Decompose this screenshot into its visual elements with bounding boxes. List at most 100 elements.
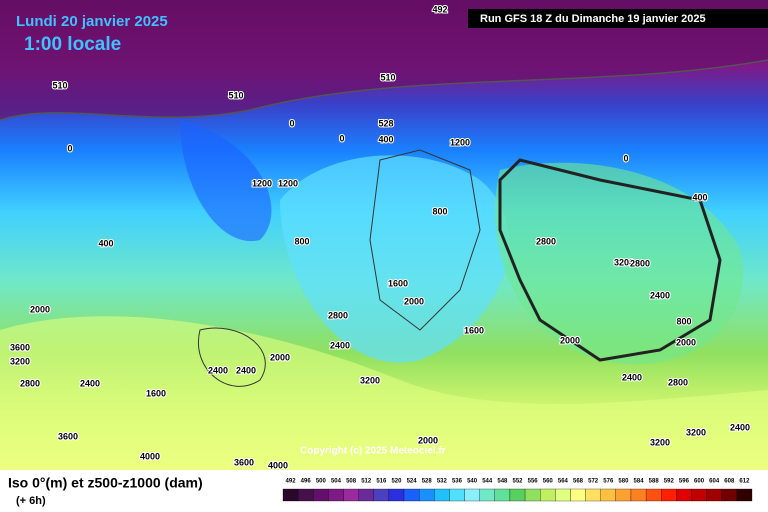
scale-label: 548 [497, 479, 508, 485]
scale-label: 588 [649, 479, 660, 485]
map-region [180, 120, 272, 242]
map-region [280, 155, 509, 363]
contour-label: 528 [378, 118, 393, 128]
contour-label: 3200 [614, 257, 634, 267]
scale-swatch [449, 488, 465, 502]
contour-label: 2800 [20, 378, 40, 388]
scale-label: 572 [588, 479, 599, 485]
scale-swatch [419, 488, 435, 502]
scale-swatch [661, 488, 677, 502]
scale-label: 516 [376, 479, 387, 485]
scale-label: 508 [346, 479, 357, 485]
scale-swatch [297, 488, 314, 502]
contour-label: 510 [228, 90, 243, 100]
scale-label: 500 [316, 479, 327, 485]
scale-swatch [570, 488, 586, 502]
scale-label: 540 [467, 479, 478, 485]
contour-label: 2000 [418, 435, 438, 445]
scale-label: 608 [724, 479, 735, 485]
scale-label: 568 [573, 479, 584, 485]
contour-label: 2800 [536, 236, 556, 246]
contour-label: 492 [432, 4, 447, 14]
contour-label: 1600 [388, 278, 408, 288]
scale-swatch [630, 488, 647, 502]
contour-label: 2400 [236, 365, 256, 375]
legend: 492 496 500 504 508 512 516 520 524 528 532 536 540 5… [282, 479, 753, 502]
scale-label: 532 [437, 479, 448, 485]
scale-label: 556 [528, 479, 539, 485]
scale-label: 492 [286, 479, 297, 485]
map-region [0, 316, 768, 470]
scale-swatch [615, 488, 632, 502]
scale-swatch [509, 488, 526, 502]
scale-swatch [706, 488, 722, 502]
contour-label: 1200 [278, 178, 298, 188]
scale-swatch [434, 488, 450, 502]
scale-label: 512 [361, 479, 372, 485]
contour-label: 2400 [330, 340, 350, 350]
scale-label: 604 [709, 479, 720, 485]
scale-swatch [373, 488, 390, 502]
scale-swatch [721, 488, 738, 502]
scale-swatch [358, 488, 374, 502]
scale-label: 564 [558, 479, 569, 485]
scale-label: 584 [634, 479, 645, 485]
contour-label: 2400 [80, 378, 100, 388]
scale-swatch [691, 488, 707, 502]
contour-label: 1200 [252, 178, 272, 188]
contour-label: 3200 [360, 375, 380, 385]
contour-label: 800 [676, 316, 691, 326]
scale-label: 536 [452, 479, 463, 485]
contour-label: 2400 [650, 290, 670, 300]
date-text: Lundi 20 janvier 2025 [16, 13, 168, 30]
scale-swatch [464, 488, 480, 502]
contour-label: 2400 [622, 372, 642, 382]
scale-swatch [343, 488, 359, 502]
scale-label: 580 [618, 479, 629, 485]
scale-swatch [524, 488, 541, 502]
contour-label: 2000 [676, 337, 696, 347]
scale-swatch [736, 488, 753, 502]
scale-label: 576 [603, 479, 614, 485]
map-labels: 492 510 510 510 528 0 0 0 400 1200 1200 1200 800 400 8… [9, 3, 751, 471]
scale-label: 560 [543, 479, 554, 485]
scale-swatch [313, 488, 329, 502]
scale-label: 524 [407, 479, 418, 485]
copyright: Copyright (c) 2025 Meteociel.fr [300, 446, 446, 457]
scale-label: 496 [301, 479, 312, 485]
map-region [0, 0, 768, 120]
contour-label: 400 [378, 134, 393, 144]
contour-label: 3200 [686, 427, 706, 437]
contour-label: 2800 [668, 377, 688, 387]
contour-label: 0 [339, 133, 344, 143]
scale-label: 592 [664, 479, 675, 485]
contour-label: 2000 [30, 304, 50, 314]
contour-label: 4000 [140, 451, 160, 461]
scale-swatch [555, 488, 571, 502]
scale-swatch [494, 488, 511, 502]
scale-swatch [403, 488, 420, 502]
scale-label: 520 [391, 479, 402, 485]
contour-label: 2000 [560, 335, 580, 345]
scale-swatch [540, 488, 556, 502]
contour-label: 400 [98, 238, 113, 248]
contour-label: 1200 [450, 137, 470, 147]
contour-label: 0 [289, 118, 294, 128]
scale-swatch [676, 488, 692, 502]
contour-label: 510 [52, 80, 67, 90]
border [498, 158, 722, 362]
contour-label: 2000 [404, 296, 424, 306]
scale-label: 600 [694, 479, 705, 485]
scale-swatch [328, 488, 344, 502]
contour-label: 0 [623, 153, 628, 163]
contour-label: 2400 [730, 422, 750, 432]
contour-label: 2400 [208, 365, 228, 375]
time-text: 1:00 locale [24, 34, 121, 55]
contour-label: 4000 [268, 460, 288, 470]
scale-swatch [388, 488, 405, 502]
scale-swatch [479, 488, 495, 502]
contour-label: 3600 [10, 342, 30, 352]
contour-label: 3200 [10, 356, 30, 366]
scale-label: 552 [512, 479, 523, 485]
